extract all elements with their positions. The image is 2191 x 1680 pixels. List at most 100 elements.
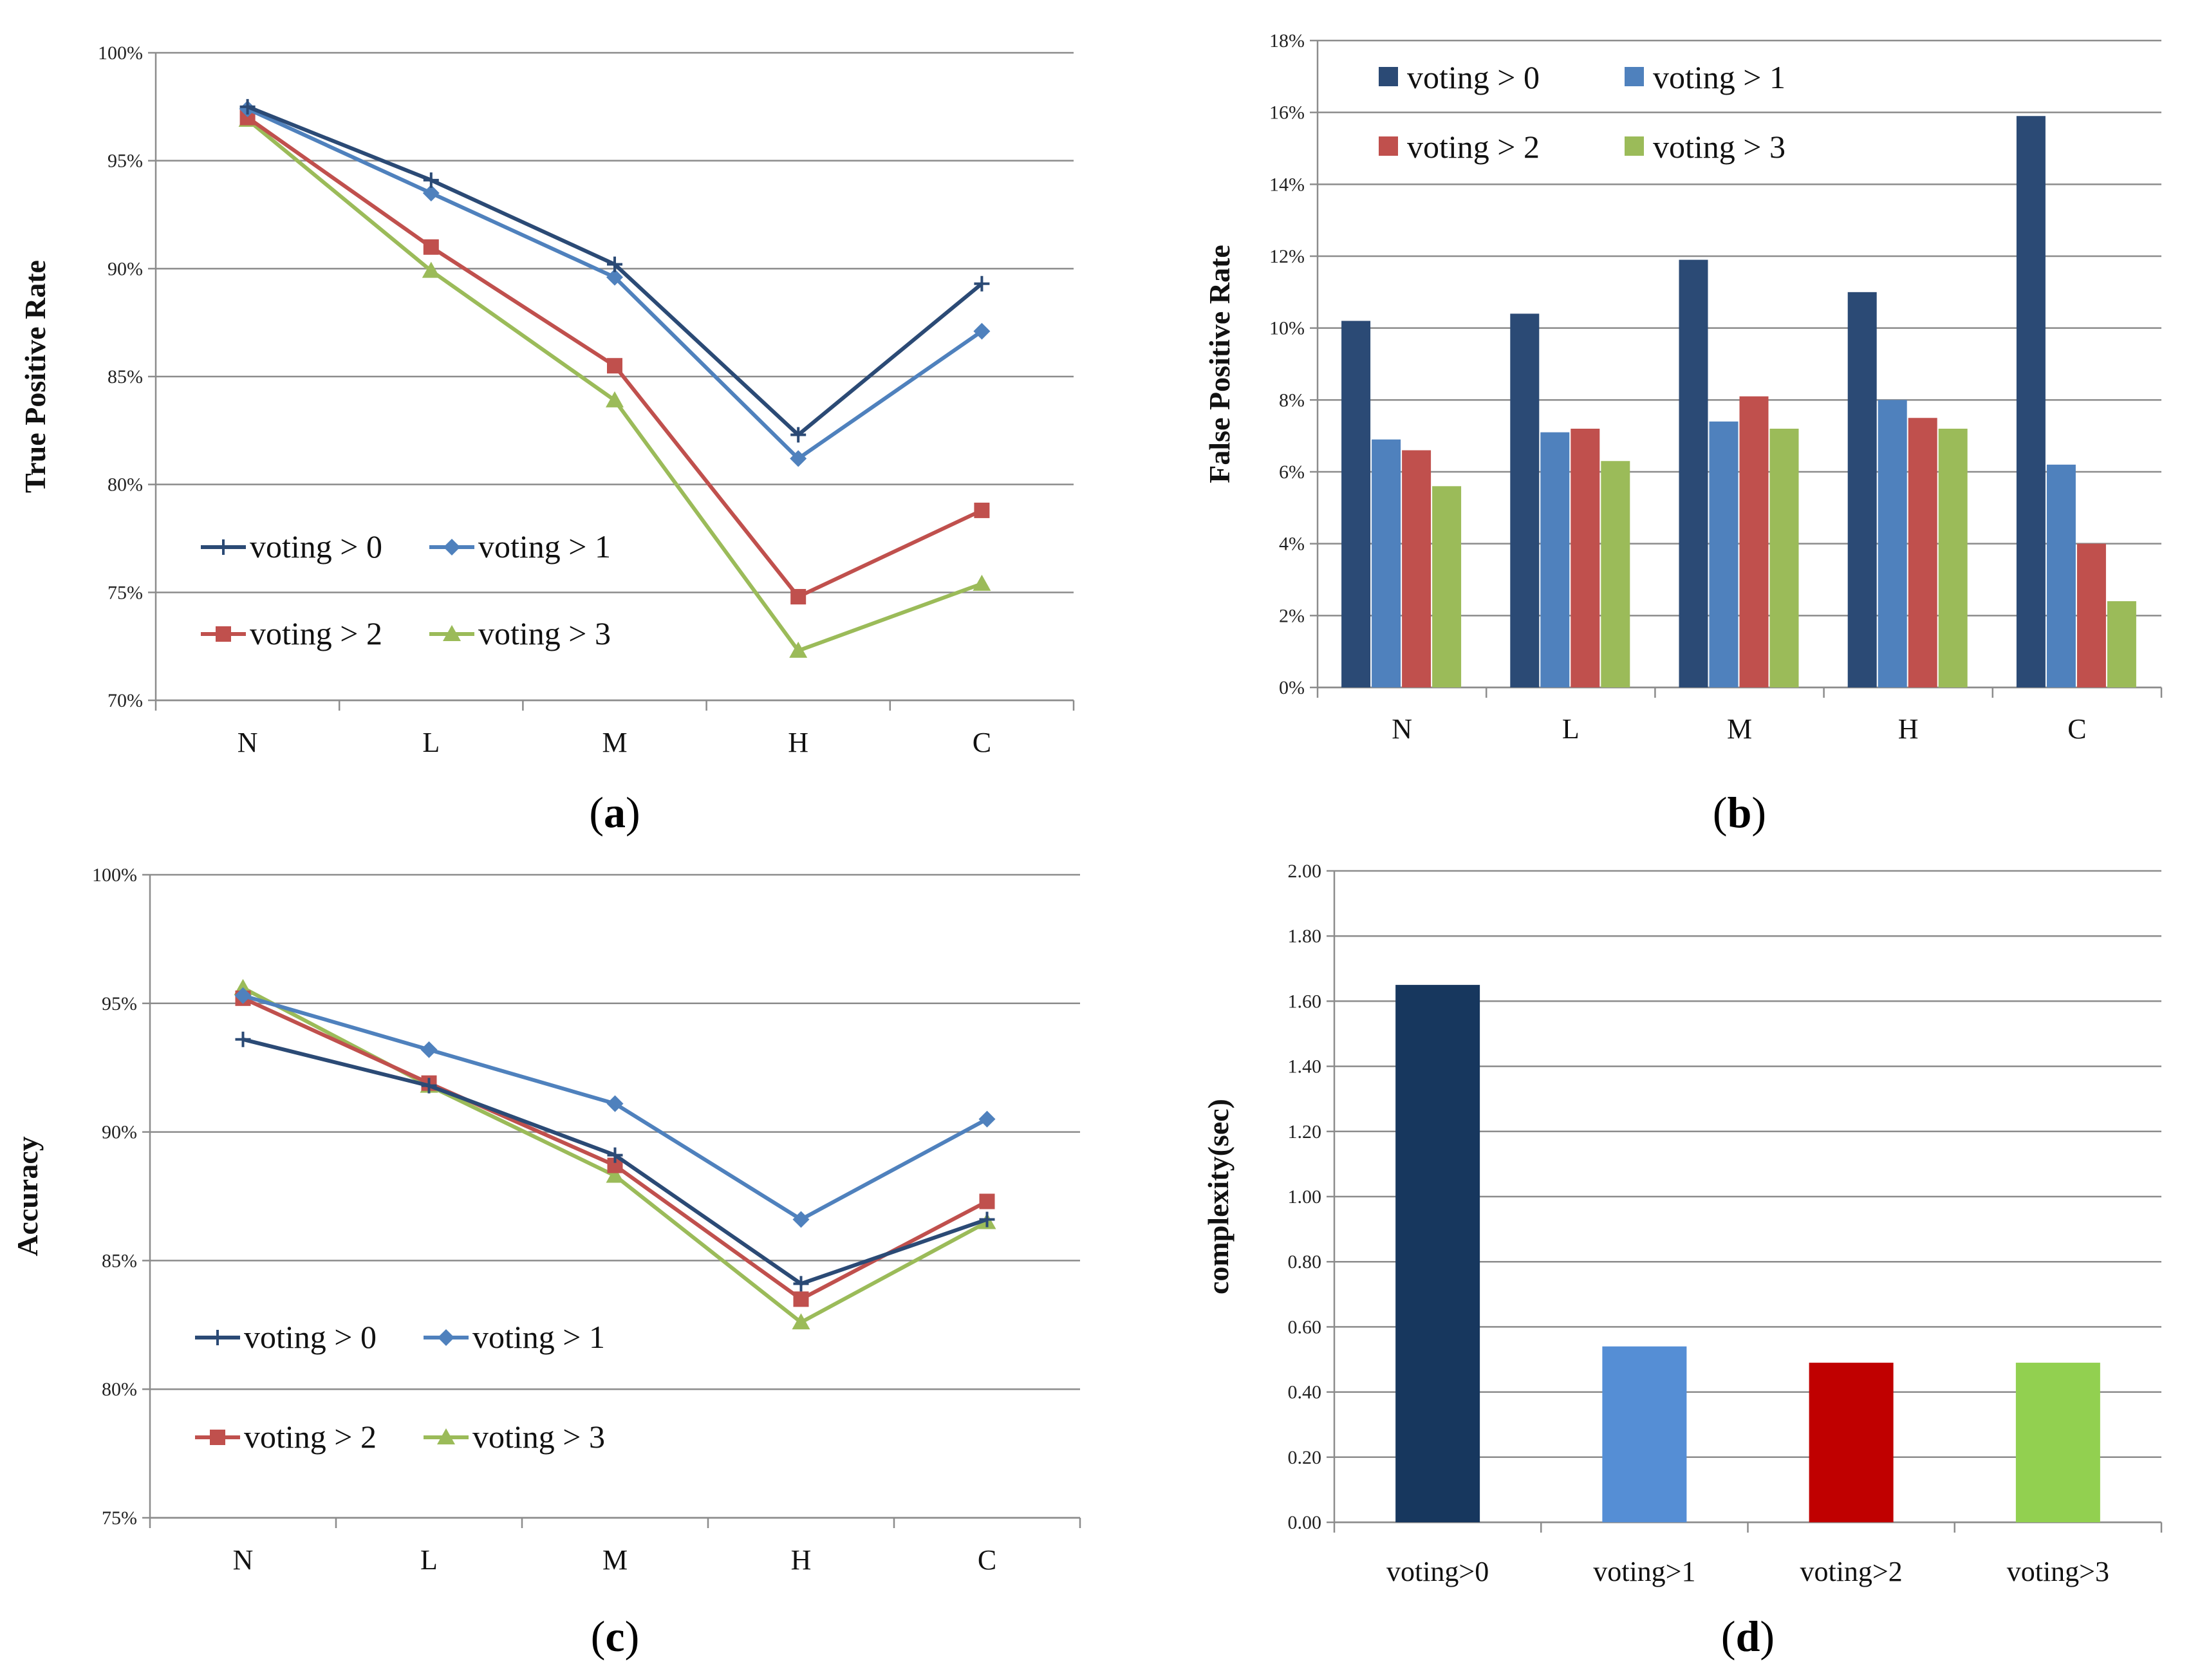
y-tick-label: 8% <box>1279 389 1305 411</box>
legend-swatch <box>1625 67 1644 86</box>
y-tick-label: 100% <box>98 42 143 64</box>
bar <box>1601 461 1630 687</box>
legend-item: voting > 2 <box>1379 129 1540 165</box>
legend-swatch <box>1379 136 1398 156</box>
legend-label: voting > 2 <box>250 615 382 651</box>
y-tick-label: 75% <box>107 582 143 603</box>
marker-triangle <box>789 641 808 658</box>
marker-plus <box>790 427 806 443</box>
x-category-label: H <box>788 727 808 758</box>
legend-item: voting > 3 <box>424 1419 605 1455</box>
marker-plus <box>421 1078 437 1094</box>
marker-diamond <box>443 539 460 555</box>
series-line <box>246 118 983 653</box>
y-tick-label: 85% <box>107 366 143 387</box>
legend-label: voting > 2 <box>1407 129 1540 165</box>
bar <box>1402 450 1431 687</box>
x-category-label: M <box>1727 713 1752 745</box>
series-line <box>246 116 983 599</box>
marker-diamond <box>790 450 807 467</box>
y-axis-title: complexity(sec) <box>1202 1099 1235 1294</box>
x-category-label: voting>3 <box>2007 1556 2109 1587</box>
y-tick-label: 70% <box>107 690 143 711</box>
y-tick-label: 1.80 <box>1288 926 1322 947</box>
marker-plus <box>607 1147 623 1163</box>
y-tick-label: 95% <box>107 151 143 172</box>
panel-label-letter: b <box>1728 788 1752 837</box>
legend-swatch <box>1625 136 1644 156</box>
panel-label: (a) <box>589 788 640 837</box>
legend: voting > 0 voting > 1 voting > 2 voting > 3 <box>195 1319 605 1455</box>
bar <box>1769 429 1799 687</box>
x-category-label: L <box>422 727 440 758</box>
y-tick-label: 2.00 <box>1288 861 1322 882</box>
panel-label-letter: c <box>605 1612 624 1661</box>
legend-item: voting > 0 <box>195 1319 377 1355</box>
x-category-label: H <box>1898 713 1919 745</box>
y-axis-title: Accuracy <box>11 1136 44 1256</box>
y-tick-label: 85% <box>102 1250 137 1271</box>
bar <box>1908 418 1937 687</box>
bar <box>1602 1346 1687 1522</box>
y-tick-label: 4% <box>1279 534 1305 555</box>
marker-diamond <box>422 184 440 201</box>
x-category-label: N <box>1392 713 1412 745</box>
y-tick-label: 80% <box>107 474 143 496</box>
legend-item: voting > 3 <box>1625 129 1785 165</box>
y-tick-label: 1.40 <box>1288 1056 1322 1078</box>
marker-diamond <box>978 1110 996 1128</box>
y-tick-label: 1.20 <box>1288 1121 1322 1143</box>
marker-diamond <box>606 268 623 286</box>
marker-plus <box>423 172 439 188</box>
panel-a: 70% 75% 80% 85% 90% 95% 100% N L M H C True Positive… <box>19 42 1075 837</box>
marker-square <box>210 1430 225 1445</box>
x-category-label: voting>2 <box>1800 1556 1902 1587</box>
panel-label: (d) <box>1721 1612 1775 1661</box>
marker-triangle <box>606 391 624 407</box>
bar <box>2076 543 2106 687</box>
x-category-label: L <box>1562 713 1580 745</box>
bar <box>1709 421 1739 687</box>
y-tick-label: 1.00 <box>1288 1186 1322 1208</box>
marker-square <box>607 358 622 374</box>
y-tick-label: 0.60 <box>1288 1316 1322 1338</box>
bar <box>2107 601 2136 687</box>
legend: voting > 0 voting > 1 voting > 2 voting > 3 <box>1379 59 1785 165</box>
y-tick-label: 90% <box>107 258 143 279</box>
marker-square <box>793 1291 809 1307</box>
bar <box>1395 985 1480 1522</box>
legend-label: voting > 1 <box>1653 59 1785 95</box>
legend-label: voting > 1 <box>478 528 611 565</box>
x-category-label: H <box>791 1544 812 1576</box>
bar <box>1510 313 1540 687</box>
y-tick-label: 0.40 <box>1288 1382 1322 1403</box>
marker-square <box>423 239 439 255</box>
y-axis-title: False Positive Rate <box>1203 245 1236 483</box>
bar <box>1571 429 1600 687</box>
marker-plus <box>793 1276 809 1292</box>
legend-item: voting > 1 <box>1625 59 1785 95</box>
bar <box>1341 321 1371 687</box>
y-tick-label: 0.00 <box>1288 1512 1322 1533</box>
marker-square <box>790 589 806 605</box>
y-tick-label: 16% <box>1269 102 1305 124</box>
y-tick-label: 80% <box>102 1379 137 1400</box>
series-0 <box>239 98 990 443</box>
legend-label: voting > 0 <box>1407 59 1540 95</box>
legend-label: voting > 3 <box>472 1419 605 1455</box>
marker-plus <box>210 1330 225 1345</box>
legend-label: voting > 1 <box>472 1319 605 1355</box>
y-tick-label: 1.60 <box>1288 991 1322 1012</box>
panel-b: 0% 2% 4% 6% 8% 10% 12% 14% 16% 18% N L M H C False Posi… <box>1203 30 2163 837</box>
x-category-label: C <box>973 727 991 758</box>
panel-c: 75% 80% 85% 90% 95% 100% N L M H C Accuracy (c) votin… <box>11 864 1081 1661</box>
panel-label: (c) <box>591 1612 640 1661</box>
bar <box>1809 1363 1894 1522</box>
marker-square <box>974 502 990 518</box>
legend-swatch <box>1379 67 1398 86</box>
y-tick-label: 12% <box>1269 246 1305 267</box>
legend-item: voting > 0 <box>1379 59 1540 95</box>
panel-label-letter: a <box>604 788 626 837</box>
marker-triangle <box>437 1428 455 1444</box>
legend-label: voting > 0 <box>244 1319 377 1355</box>
